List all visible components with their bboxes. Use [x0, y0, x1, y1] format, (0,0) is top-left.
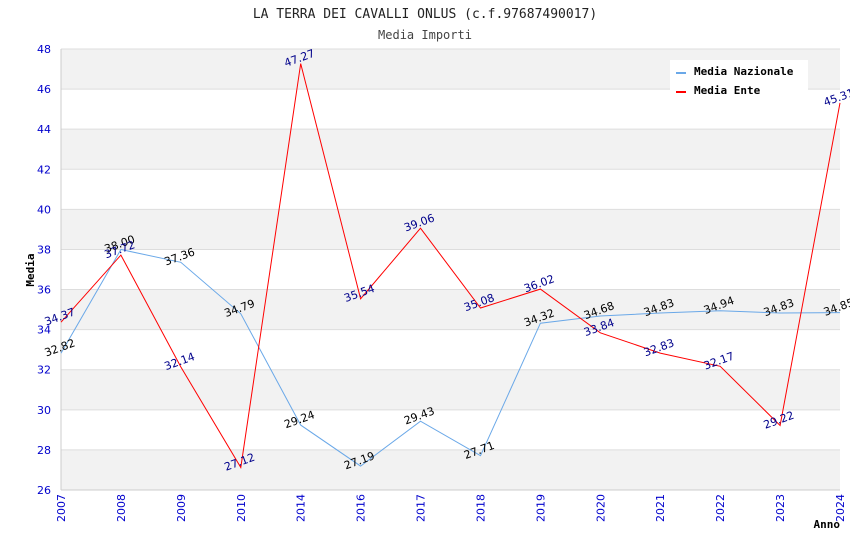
data-label: 32.17 — [702, 350, 736, 373]
legend-label-media-nazionale: Media Nazionale — [694, 65, 794, 78]
x-tick-label: 2024 — [834, 494, 847, 522]
x-tick-label: 2010 — [235, 494, 248, 522]
y-tick-label: 48 — [37, 43, 51, 56]
legend: Media Nazionale Media Ente — [670, 60, 808, 102]
x-tick-label: 2022 — [714, 494, 727, 522]
y-tick-label: 40 — [37, 203, 51, 216]
chart-subtitle: Media Importi — [378, 28, 472, 42]
x-tick-label: 2008 — [115, 494, 128, 522]
x-tick-label: 2007 — [55, 494, 68, 522]
x-tick-label: 2021 — [654, 494, 667, 522]
y-tick-label: 26 — [37, 484, 51, 497]
data-label: 29.24 — [282, 408, 316, 431]
x-tick-label: 2014 — [295, 494, 308, 522]
grid-bands — [61, 49, 840, 490]
chart-title: LA TERRA DEI CAVALLI ONLUS (c.f.97687490… — [253, 7, 597, 22]
y-tick-label: 38 — [37, 243, 51, 256]
x-tick-label: 2018 — [474, 494, 487, 522]
grid-band — [61, 129, 840, 170]
legend-box — [670, 60, 808, 102]
x-tick-label: 2019 — [534, 494, 547, 522]
x-tick-label: 2017 — [415, 494, 428, 522]
grid-band — [61, 449, 840, 490]
x-tick-label: 2016 — [355, 494, 368, 522]
y-tick-label: 44 — [37, 123, 51, 136]
x-axis-title: Anno — [814, 518, 841, 531]
x-tick-label: 2009 — [175, 494, 188, 522]
axes — [60, 49, 840, 491]
grid-band — [61, 209, 840, 250]
x-tick-labels: 2007 2008 2009 2010 2014 2016 2017 2018 2019 2020… — [55, 494, 847, 522]
legend-label-media-ente: Media Ente — [694, 84, 761, 97]
data-label: 32.82 — [43, 337, 77, 360]
y-tick-label: 34 — [37, 324, 51, 337]
y-tick-label: 30 — [37, 404, 51, 417]
series-lines — [60, 63, 841, 469]
y-tick-label: 46 — [37, 83, 51, 96]
gridlines — [61, 48, 840, 491]
y-axis-title: Media — [24, 253, 37, 286]
y-tick-label: 28 — [37, 444, 51, 457]
y-tick-labels: 26 28 30 32 34 36 38 40 42 44 46 48 — [37, 43, 51, 497]
series-line-media-ente — [60, 63, 841, 469]
series-line-media-nazionale — [60, 248, 841, 467]
grid-band — [61, 289, 840, 330]
grid-band — [61, 369, 840, 410]
y-tick-label: 36 — [37, 284, 51, 297]
x-tick-label: 2020 — [594, 494, 607, 522]
x-tick-label: 2023 — [774, 494, 787, 522]
y-tick-label: 32 — [37, 364, 51, 377]
y-tick-label: 42 — [37, 163, 51, 176]
